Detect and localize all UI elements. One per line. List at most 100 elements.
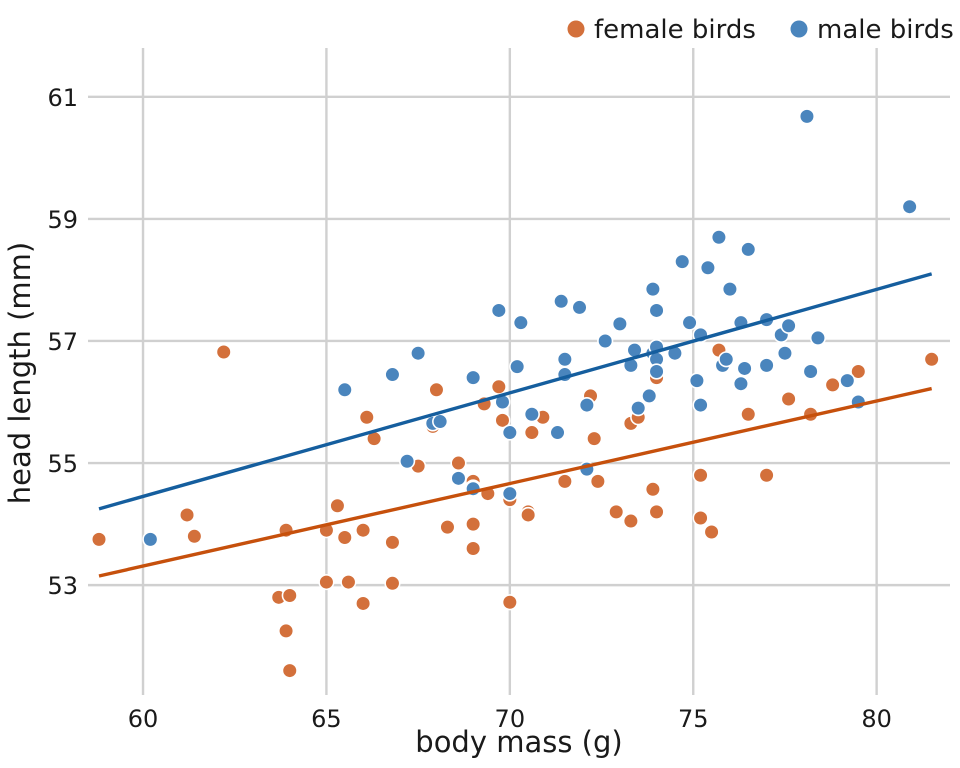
female-data-point: [780, 390, 797, 408]
male-data-point: [681, 314, 698, 331]
female-data-point: [644, 481, 661, 498]
female-data-point: [215, 343, 232, 361]
female-data-point: [758, 467, 775, 484]
male-data-point: [688, 372, 706, 389]
male-data-point: [549, 424, 566, 441]
male-data-point: [501, 424, 518, 441]
female-data-point: [90, 531, 108, 548]
female-data-point: [281, 587, 298, 604]
female-data-point: [692, 467, 709, 484]
male-data-point: [839, 372, 856, 389]
male-data-point: [611, 315, 628, 332]
x-tick-label: 80: [861, 705, 892, 733]
male-data-point: [736, 360, 753, 377]
legend: female birds male birds: [567, 15, 954, 45]
female-data-point: [318, 573, 335, 591]
male-data-point: [142, 531, 159, 548]
male-data-point: [809, 329, 827, 347]
female-data-point: [384, 534, 401, 551]
male-fit-line: [98, 272, 933, 511]
male-data-point: [648, 302, 665, 319]
y-tick-label: 59: [47, 206, 78, 234]
male-data-point: [399, 453, 416, 470]
female-data-point: [494, 412, 511, 429]
legend-swatch-male: [790, 20, 808, 38]
x-tick-label: 65: [311, 705, 342, 733]
male-data-point: [336, 381, 353, 398]
male-data-point: [699, 259, 717, 276]
female-data-point: [589, 473, 606, 490]
male-data-point: [571, 299, 588, 316]
y-tick-label: 55: [47, 450, 78, 478]
female-data-point: [340, 573, 357, 591]
female-data-point: [824, 376, 841, 394]
y-tick-label: 57: [47, 328, 78, 356]
female-data-point: [703, 523, 720, 541]
male-data-point: [432, 413, 449, 430]
female-data-point: [465, 540, 482, 557]
male-data-point: [556, 351, 573, 368]
legend-swatch-female: [567, 20, 585, 38]
female-data-point: [281, 662, 298, 679]
male-data-point: [780, 317, 797, 334]
male-data-point: [553, 293, 570, 310]
male-data-point: [630, 400, 647, 417]
male-data-point: [644, 280, 661, 298]
male-data-point: [450, 470, 467, 487]
female-data-point: [439, 519, 456, 536]
grid: [88, 48, 950, 695]
male-data-point: [490, 302, 507, 319]
male-data-point: [509, 358, 526, 375]
female-data-point: [556, 473, 573, 490]
data-points: [90, 108, 940, 679]
male-data-point: [384, 366, 401, 383]
female-data-point: [520, 506, 537, 524]
male-data-point: [718, 351, 735, 368]
female-data-point: [355, 595, 372, 612]
legend-label-male: male birds: [817, 15, 954, 45]
male-data-point: [802, 363, 819, 380]
female-data-point: [329, 497, 346, 514]
female-data-point: [523, 424, 540, 441]
legend-label-female: female birds: [594, 15, 756, 45]
x-tick-label: 60: [128, 705, 159, 733]
female-data-point: [648, 503, 665, 520]
male-data-point: [512, 314, 529, 331]
female-data-point: [358, 409, 375, 426]
female-data-point: [428, 381, 445, 398]
female-fit-line: [98, 386, 933, 578]
female-data-point: [692, 509, 709, 527]
x-axis-title: body mass (g): [415, 725, 622, 759]
female-data-point: [608, 503, 625, 520]
male-data-point: [776, 345, 794, 362]
male-data-point: [578, 396, 595, 414]
male-data-point: [721, 280, 739, 298]
y-axis-title: head length (mm): [3, 242, 37, 504]
female-data-point: [450, 454, 467, 472]
female-data-point: [490, 378, 507, 395]
male-data-point: [758, 357, 775, 374]
x-tick-label: 70: [495, 705, 526, 733]
male-data-point: [674, 253, 691, 270]
female-data-point: [850, 363, 867, 380]
y-tick-label: 53: [47, 572, 78, 600]
male-data-point: [692, 396, 709, 414]
female-data-point: [384, 575, 401, 592]
female-data-point: [178, 506, 196, 524]
male-data-point: [501, 485, 518, 502]
male-data-point: [641, 387, 658, 405]
fit-lines: [98, 272, 933, 578]
female-data-point: [501, 594, 518, 611]
female-data-point: [465, 515, 482, 533]
female-data-point: [277, 622, 295, 640]
male-data-point: [732, 375, 750, 392]
female-data-point: [923, 351, 940, 368]
male-data-point: [901, 198, 918, 215]
female-data-point: [740, 406, 757, 423]
y-tick-label: 61: [47, 84, 78, 112]
female-data-point: [336, 529, 353, 546]
male-data-point: [465, 369, 482, 386]
female-data-point: [355, 522, 372, 539]
